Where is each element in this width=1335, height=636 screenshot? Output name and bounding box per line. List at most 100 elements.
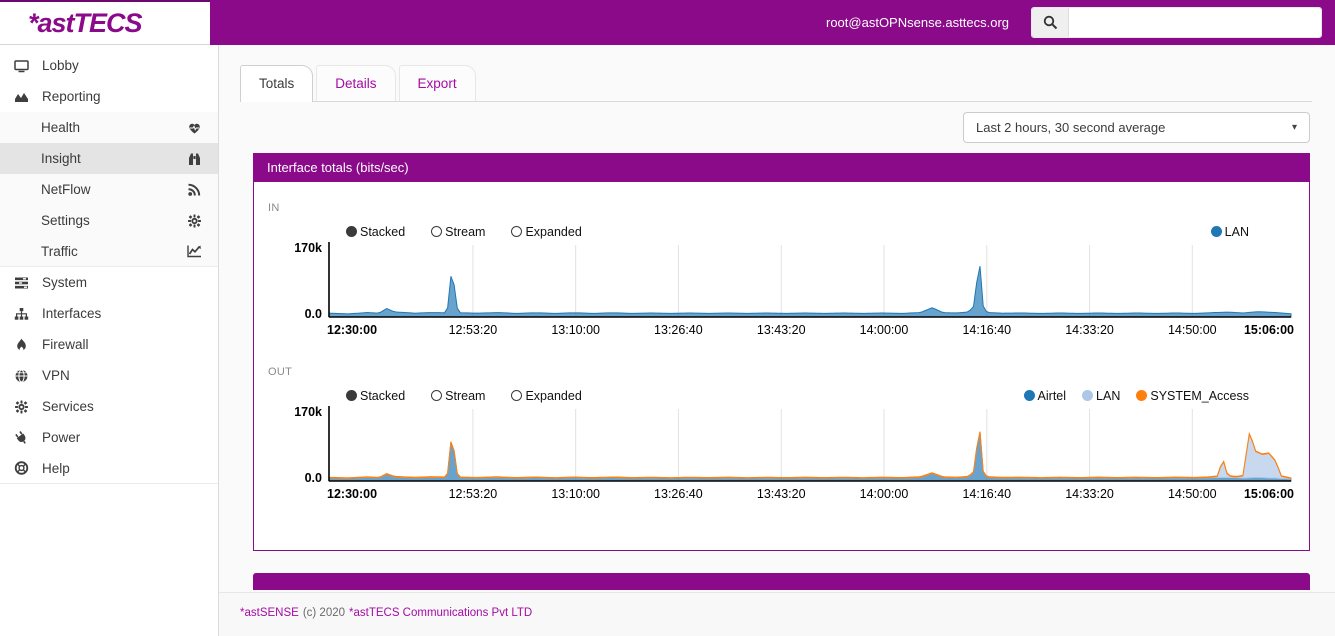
area-series-system_access	[328, 431, 1292, 480]
sidebar-item-services[interactable]: Services	[0, 391, 218, 422]
sidebar-item-help[interactable]: Help	[0, 453, 218, 484]
logged-in-user: root@astOPNsense.asttecs.org	[826, 15, 1009, 30]
svg-text:14:33:20: 14:33:20	[1065, 487, 1114, 501]
svg-text:12:30:00: 12:30:00	[327, 323, 377, 337]
out-chart: OUT Stacked Stream Expanded Airtel LAN SYSTE…	[254, 366, 1309, 510]
search-group	[1031, 7, 1322, 38]
svg-text:15:06:00: 15:06:00	[1244, 487, 1294, 501]
footer-company[interactable]: *astTECS Communications Pvt LTD	[349, 607, 533, 619]
next-panel-header	[253, 573, 1310, 590]
svg-text:14:00:00: 14:00:00	[860, 487, 909, 501]
sidebar-item-netflow[interactable]: NetFlow	[0, 174, 218, 205]
svg-text:14:50:00: 14:50:00	[1168, 323, 1217, 337]
sidebar-item-insight[interactable]: Insight	[0, 143, 218, 174]
fire-icon	[13, 338, 30, 352]
svg-text:12:30:00: 12:30:00	[327, 487, 377, 501]
sitemap-icon	[13, 307, 30, 321]
out-chart-controls: Stacked Stream Expanded	[346, 389, 608, 403]
svg-text:12:53:20: 12:53:20	[449, 487, 498, 501]
tab-totals[interactable]: Totals	[240, 65, 314, 102]
radio-icon	[511, 390, 523, 401]
radio-label: Expanded	[525, 224, 582, 239]
search-icon	[1043, 15, 1058, 30]
interface-totals-panel: Interface totals (bits/sec) IN Stacked St…	[253, 153, 1310, 551]
chart-svg: 170k 0.0 12:30:00 12:53:20 13:10:00 13:26:40 1…	[294, 405, 1294, 501]
panel-title: Interface totals (bits/sec)	[254, 154, 1309, 182]
sidebar-item-firewall[interactable]: Firewall	[0, 329, 218, 360]
radio-icon	[511, 226, 523, 237]
in-chart-legend: LAN	[1195, 225, 1249, 239]
svg-text:170k: 170k	[294, 405, 322, 419]
life-ring-icon	[13, 461, 30, 475]
in-chart-controls: Stacked Stream Expanded	[346, 225, 608, 239]
chart-style-radio-stream[interactable]: Stream	[431, 389, 485, 403]
search-button[interactable]	[1032, 8, 1069, 37]
legend-label: SYSTEM_Access	[1150, 388, 1249, 403]
legend-item-airtel[interactable]: Airtel	[1023, 389, 1066, 403]
legend-item-lan[interactable]: LAN	[1210, 225, 1249, 239]
radio-label: Stacked	[360, 388, 406, 403]
legend-dot-icon	[1210, 226, 1222, 237]
period-selector-value: Last 2 hours, 30 second average	[976, 120, 1166, 135]
heartbeat-icon	[186, 121, 203, 135]
search-input[interactable]	[1069, 8, 1321, 37]
plug-icon	[13, 430, 30, 445]
line-chart-icon	[186, 244, 203, 258]
svg-text:170k: 170k	[294, 241, 322, 255]
footer-brand: *astSENSE	[240, 607, 299, 619]
top-header: *astTECS root@astOPNsense.asttecs.org	[0, 0, 1335, 45]
sidebar-item-health[interactable]: Health	[0, 112, 218, 143]
radio-icon	[431, 390, 443, 401]
chart-svg: 170k 0.0 12:30:00 12:53:20 13:10:00 13:26:40 1…	[294, 241, 1294, 337]
svg-text:13:10:00: 13:10:00	[551, 323, 600, 337]
svg-text:0.0: 0.0	[305, 307, 322, 321]
svg-text:14:00:00: 14:00:00	[860, 323, 909, 337]
chart-style-radio-stacked[interactable]: Stacked	[346, 389, 405, 403]
chart-style-radio-stacked[interactable]: Stacked	[346, 225, 405, 239]
footer-copyright: (c) 2020	[302, 607, 345, 619]
out-chart-plot[interactable]: 170k 0.0 12:30:00 12:53:20 13:10:00 13:26:40 1…	[254, 405, 1309, 510]
sidebar-item-traffic[interactable]: Traffic	[0, 236, 218, 267]
radio-icon	[346, 226, 357, 237]
page-footer: *astSENSE (c) 2020 *astTECS Communications…	[219, 592, 1335, 636]
radio-icon	[346, 390, 357, 401]
radio-icon	[431, 226, 443, 237]
svg-text:13:43:20: 13:43:20	[757, 487, 806, 501]
sidebar-item-lobby[interactable]: Lobby	[0, 50, 218, 81]
chevron-down-icon: ▾	[1291, 122, 1297, 133]
logo-box[interactable]: *astTECS	[0, 0, 210, 45]
globe-icon	[13, 369, 30, 383]
svg-text:0.0: 0.0	[305, 471, 322, 485]
chart-style-radio-stream[interactable]: Stream	[431, 225, 485, 239]
brand-logo: *astTECS	[28, 7, 143, 38]
area-chart-icon	[13, 90, 30, 104]
legend-item-system_access[interactable]: SYSTEM_Access	[1136, 389, 1249, 403]
sidebar-item-reporting[interactable]: Reporting	[0, 81, 218, 112]
tab-bar: Totals Details Export	[219, 45, 1335, 102]
chart-style-radio-expanded[interactable]: Expanded	[511, 389, 582, 403]
chart-style-radio-expanded[interactable]: Expanded	[511, 224, 582, 239]
tab-export[interactable]: Export	[398, 65, 476, 101]
gear-icon	[186, 214, 203, 228]
desktop-icon	[13, 59, 30, 73]
sidebar-item-interfaces[interactable]: Interfaces	[0, 298, 218, 329]
in-section-label: IN	[268, 202, 280, 214]
legend-item-lan[interactable]: LAN	[1082, 389, 1120, 403]
in-chart-plot[interactable]: 170k 0.0 12:30:00 12:53:20 13:10:00 13:26:40 1…	[254, 241, 1309, 346]
main-content: Totals Details Export Last 2 hours, 30 s…	[219, 45, 1335, 636]
svg-text:14:33:20: 14:33:20	[1065, 323, 1114, 337]
binoculars-icon	[186, 152, 203, 166]
period-selector-dropdown[interactable]: Last 2 hours, 30 second average ▾	[963, 112, 1310, 143]
sidebar-item-system[interactable]: System	[0, 267, 218, 298]
sidebar-item-settings[interactable]: Settings	[0, 205, 218, 236]
tab-details[interactable]: Details	[316, 65, 396, 101]
tasks-icon	[13, 276, 30, 290]
out-section-label: OUT	[268, 366, 293, 378]
legend-dot-icon	[1023, 390, 1035, 401]
svg-text:13:26:40: 13:26:40	[654, 323, 703, 337]
sidebar-item-vpn[interactable]: VPN	[0, 360, 218, 391]
svg-text:15:06:00: 15:06:00	[1244, 323, 1294, 337]
svg-text:13:43:20: 13:43:20	[757, 323, 806, 337]
sidebar-item-power[interactable]: Power	[0, 422, 218, 453]
sidebar-nav: Lobby Reporting Health Insight NetFlow S…	[0, 45, 219, 636]
